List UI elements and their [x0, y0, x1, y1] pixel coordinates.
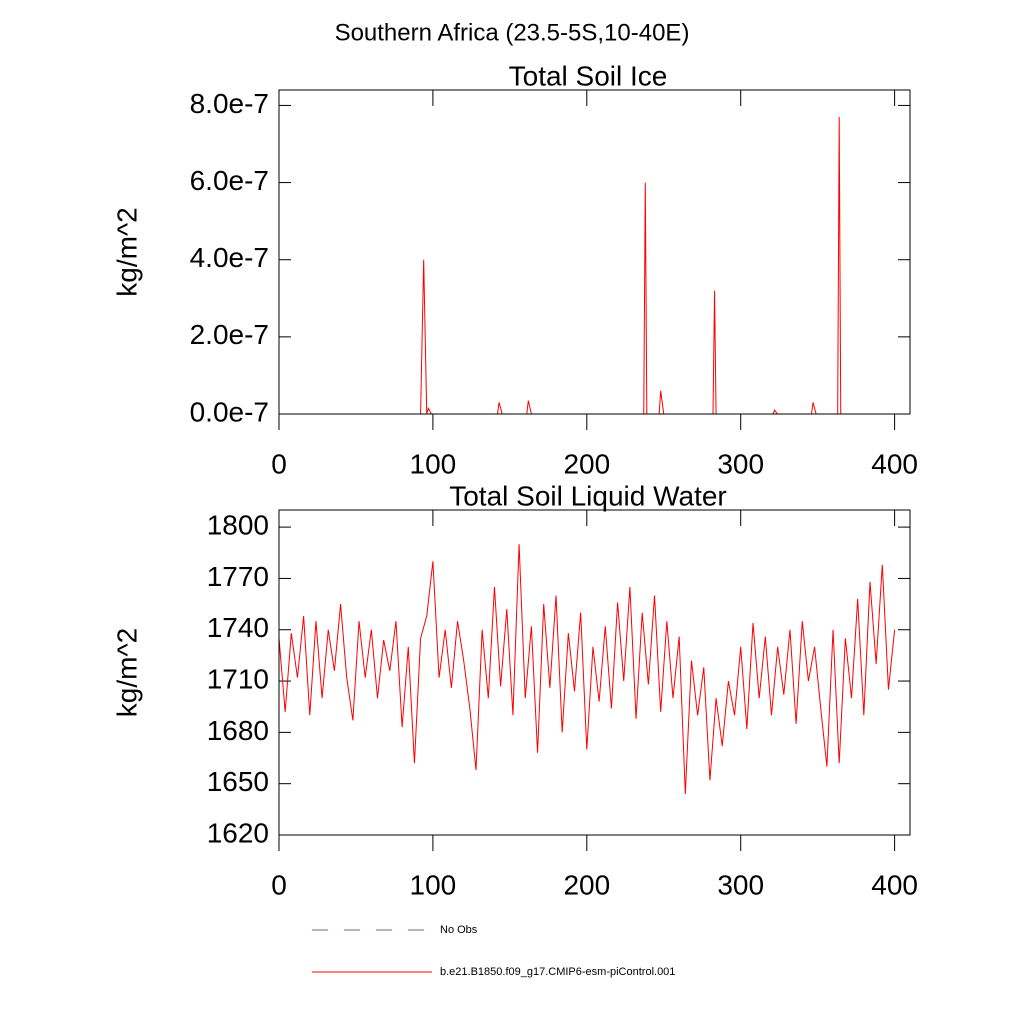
legend-label: No Obs — [440, 924, 478, 936]
y-tick-label: 1650 — [207, 766, 269, 797]
x-tick-label: 200 — [563, 448, 610, 479]
y-tick-label: 4.0e-7 — [190, 242, 269, 273]
y-tick-label: 2.0e-7 — [190, 319, 269, 350]
data-line — [280, 116, 895, 415]
plot-frame — [278, 89, 911, 415]
panel-title: Total Soil Liquid Water — [449, 480, 727, 511]
x-tick-label: 200 — [563, 869, 610, 900]
y-tick-label: 1740 — [207, 612, 269, 643]
y-tick-label: 1620 — [207, 817, 269, 848]
y-tick-label: 1680 — [207, 715, 269, 746]
x-tick-label: 100 — [410, 448, 457, 479]
legend-label: b.e21.B1850.f09_g17.CMIP6-esm-piControl.… — [440, 966, 675, 978]
x-tick-label: 300 — [717, 448, 764, 479]
plot-frame — [278, 509, 911, 836]
x-tick-label: 0 — [271, 869, 287, 900]
y-tick-label: 1710 — [207, 663, 269, 694]
panel-title: Total Soil Ice — [509, 60, 668, 91]
x-tick-label: 300 — [717, 869, 764, 900]
x-tick-label: 100 — [410, 869, 457, 900]
y-tick-label: 1770 — [207, 561, 269, 592]
data-line — [278, 544, 896, 794]
y-tick-label: 8.0e-7 — [190, 88, 269, 119]
y-tick-label: 6.0e-7 — [190, 165, 269, 196]
y-tick-label: 0.0e-7 — [190, 396, 269, 427]
x-tick-label: 0 — [271, 448, 287, 479]
y-axis-label: kg/m^2 — [111, 628, 142, 717]
x-tick-label: 400 — [871, 869, 918, 900]
y-tick-label: 1800 — [207, 509, 269, 540]
y-axis-label: kg/m^2 — [111, 207, 142, 296]
x-tick-label: 400 — [871, 448, 918, 479]
figure-title: Southern Africa (23.5-5S,10-40E) — [335, 19, 690, 46]
